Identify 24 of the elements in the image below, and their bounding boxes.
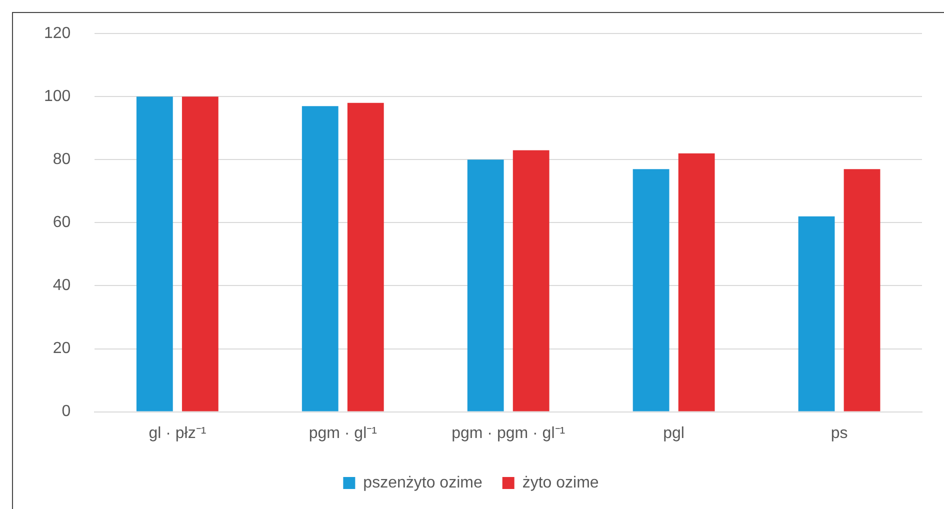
y-tick-label: 0 xyxy=(62,403,71,420)
bar xyxy=(678,153,715,412)
x-tick-label: gl · płz⁻¹ xyxy=(148,424,206,442)
legend-label: żyto ozime xyxy=(522,474,599,492)
x-tick-label: pgl xyxy=(663,424,684,442)
bar xyxy=(302,106,338,412)
bar xyxy=(136,96,173,412)
bar xyxy=(798,216,835,412)
y-tick-label: 100 xyxy=(44,88,71,106)
y-tick-label: 20 xyxy=(52,340,71,358)
bar xyxy=(182,96,218,412)
y-tick-label: 80 xyxy=(52,151,71,168)
y-tick-label: 120 xyxy=(44,25,71,42)
y-tick-label: 60 xyxy=(52,214,71,232)
bar xyxy=(512,150,550,412)
x-tick-label: pgm · pgm · gl⁻¹ xyxy=(452,424,566,442)
bar xyxy=(632,169,670,412)
y-tick-label: 40 xyxy=(52,277,71,294)
bar xyxy=(844,169,880,412)
bar xyxy=(467,160,504,412)
x-tick-label: ps xyxy=(830,424,848,442)
bar xyxy=(347,102,384,412)
legend-label: pszenżyto ozime xyxy=(363,474,482,492)
x-tick-label: pgm · gl⁻¹ xyxy=(308,424,377,442)
